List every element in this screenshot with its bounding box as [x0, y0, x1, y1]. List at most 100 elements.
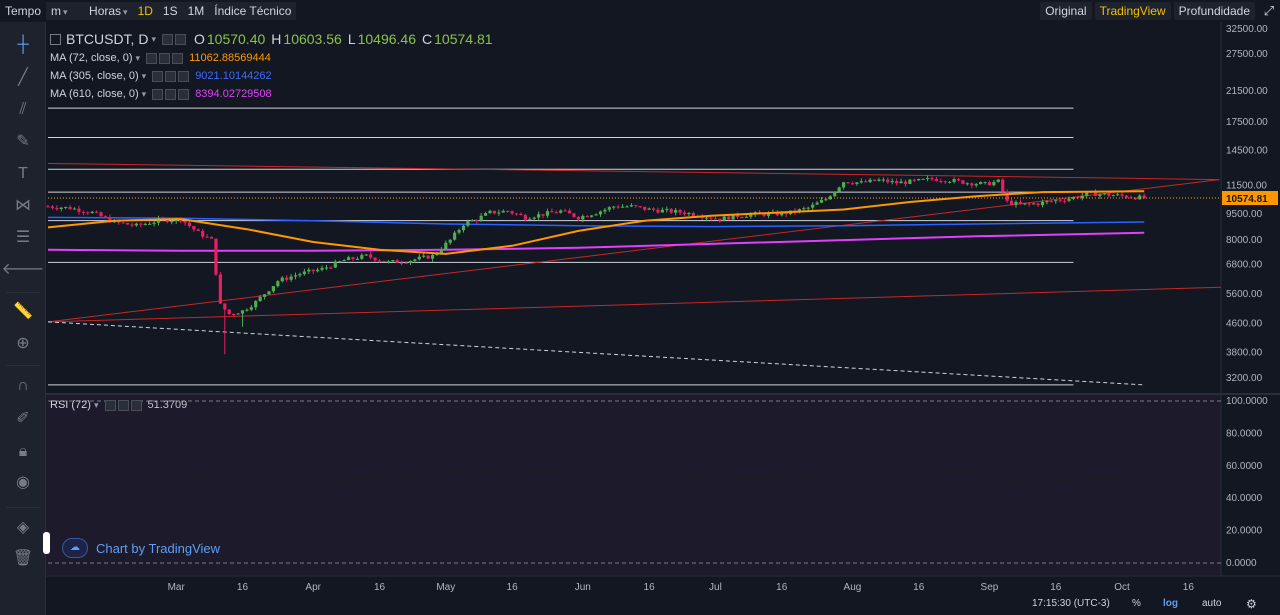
candle-body [236, 313, 240, 315]
rsi-value: 51.3709 [147, 399, 188, 411]
candle-body [1093, 191, 1098, 197]
eye-box-icon[interactable] [104, 399, 116, 411]
chevron-down-icon[interactable]: ▾ [141, 70, 147, 81]
hide-box-icon[interactable] [174, 33, 186, 45]
chevron-down-icon[interactable]: ▾ [151, 33, 156, 44]
candle-body [868, 179, 872, 183]
tradingview-cloud-icon: ☁ [62, 538, 88, 558]
candle-body [298, 274, 302, 276]
layers-icon[interactable]: ◈ [16, 519, 30, 536]
close-box-icon[interactable] [172, 52, 184, 64]
settings-box-icon[interactable] [161, 33, 173, 45]
candle-body [470, 220, 474, 222]
ohlc-close-key: C [422, 31, 433, 47]
text-tool-icon[interactable]: T [18, 165, 28, 182]
candle-body [466, 221, 470, 226]
ma72-name[interactable]: MA (72, close, 0) [50, 52, 133, 64]
candle-body [749, 214, 753, 217]
chart-area[interactable]: 3200.00 3800.00 4600.00 5600.00 6800.00 8000.… [46, 22, 1280, 615]
watermark-text: Chart by TradingView [96, 540, 221, 556]
fullscreen-icon[interactable]: ⤢ [1263, 3, 1275, 18]
back-arrow-icon[interactable]: 🡐 [1, 261, 45, 278]
settings-box-icon[interactable] [165, 70, 177, 82]
close-box-icon[interactable] [130, 399, 142, 411]
rsi-name[interactable]: RSI (72) [50, 399, 91, 411]
candle-body [108, 217, 112, 223]
candle-body [996, 179, 1000, 182]
chevron-down-icon[interactable]: ▾ [135, 52, 141, 63]
collapse-icon[interactable] [50, 33, 61, 45]
lock-icon[interactable]: 🔒︎ [18, 443, 28, 460]
eye-box-icon[interactable] [152, 88, 164, 100]
candle-body [262, 294, 267, 297]
trendline-icon[interactable]: ╱ [18, 69, 28, 86]
candle-body [46, 206, 50, 208]
eye-box-icon[interactable] [146, 52, 158, 64]
trash-icon[interactable]: 🗑︎ [12, 550, 34, 567]
chevron-down-icon[interactable]: ▾ [141, 88, 147, 99]
rsi-legend: RSI (72) ▾ 51.3709 [50, 399, 187, 411]
stay-drawing-icon[interactable]: ✐ [16, 410, 30, 427]
symbol-name[interactable]: BTCUSDT, D [66, 31, 149, 47]
candle-body [86, 212, 90, 214]
interval-1d-button[interactable]: 1D [132, 2, 158, 20]
candle-body [360, 254, 364, 259]
candle-body [638, 206, 642, 208]
auto-scale-button[interactable]: auto [1202, 598, 1222, 609]
interval-1s-button[interactable]: 1S [157, 2, 183, 20]
percent-scale-button[interactable]: % [1132, 598, 1141, 609]
log-scale-button[interactable]: log [1163, 598, 1178, 609]
gear-icon[interactable]: ⚙ [1246, 597, 1257, 611]
pitchfork-icon[interactable]: ⫽ [19, 101, 27, 118]
candle-body [1111, 195, 1115, 197]
minutes-dropdown[interactable]: m [46, 2, 85, 20]
chevron-down-icon[interactable]: ▾ [93, 399, 99, 410]
crosshair-icon[interactable]: ┼ [17, 36, 29, 53]
settings-box-icon[interactable] [117, 399, 129, 411]
candle-body [1067, 198, 1071, 201]
candle-body [413, 259, 417, 261]
interval-1m-button[interactable]: 1M [182, 2, 210, 20]
candle-body [214, 238, 218, 275]
brush-icon[interactable]: ✎ [16, 133, 30, 150]
original-view-button[interactable]: Original [1040, 2, 1092, 20]
eye-box-icon[interactable] [152, 70, 164, 82]
close-box-icon[interactable] [178, 70, 190, 82]
tradingview-view-button[interactable]: TradingView [1094, 2, 1171, 20]
candle-body [616, 206, 620, 208]
candle-body [457, 230, 461, 233]
ma610-name[interactable]: MA (610, close, 0) [50, 88, 139, 100]
candle-body [643, 206, 647, 210]
ruler-icon[interactable]: 📏 [13, 303, 33, 320]
candle-body [218, 274, 222, 304]
panel-toggle-handle[interactable] [43, 532, 50, 554]
candle-body [302, 271, 306, 275]
candle-body [125, 222, 130, 225]
settings-box-icon[interactable] [159, 52, 171, 64]
hours-dropdown[interactable]: Horas [84, 2, 133, 20]
candle-body [1014, 202, 1018, 205]
ma305-name[interactable]: MA (305, close, 0) [50, 70, 139, 82]
ma72-legend: MA (72, close, 0) ▾ 11062.88569444 [50, 52, 271, 64]
candle-body [232, 314, 236, 316]
fibonacci-icon[interactable]: ☰ [15, 229, 31, 246]
candle-body [479, 215, 483, 221]
settings-box-icon[interactable] [165, 88, 177, 100]
pattern-icon[interactable]: ⋈ [15, 197, 31, 214]
candle-body [492, 210, 497, 214]
eye-icon[interactable]: ◉ [16, 474, 30, 491]
candle-body [404, 262, 408, 264]
technical-index-button[interactable]: Índice Técnico [209, 2, 297, 20]
close-box-icon[interactable] [178, 88, 190, 100]
depth-view-button[interactable]: Profundidade [1173, 2, 1255, 20]
candle-body [651, 208, 656, 210]
candle-body [514, 213, 519, 215]
candle-body [276, 281, 280, 287]
magnet-icon[interactable]: ∩ [17, 377, 29, 394]
tradingview-watermark[interactable]: ☁ Chart by TradingView [62, 538, 220, 558]
zoom-in-icon[interactable]: ⊕ [16, 335, 30, 352]
candle-body [1049, 201, 1053, 203]
rsi-tick-label: 40.0000 [1226, 493, 1263, 504]
ohlc-close-value: 10574.81 [434, 31, 493, 47]
candle-body [183, 221, 187, 223]
